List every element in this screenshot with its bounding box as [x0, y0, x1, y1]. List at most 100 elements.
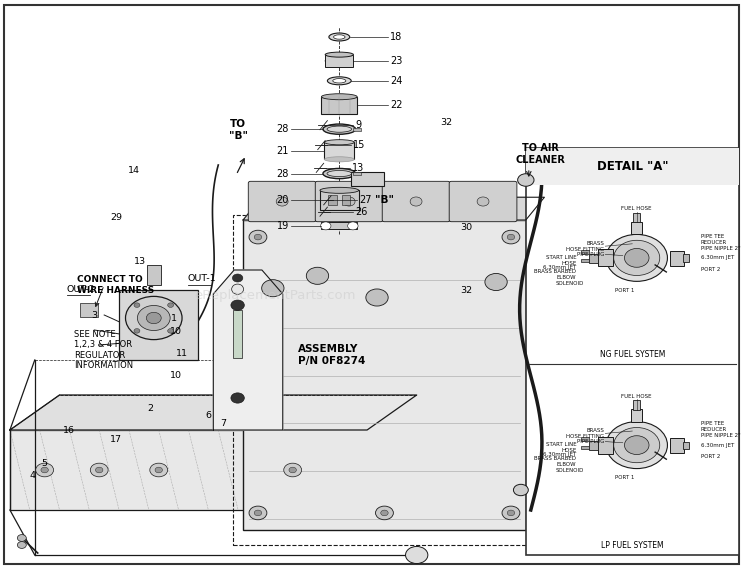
Bar	[342, 195, 350, 205]
Bar	[350, 172, 384, 186]
Bar	[526, 148, 740, 185]
Circle shape	[366, 289, 388, 306]
Circle shape	[606, 422, 668, 469]
Bar	[632, 409, 642, 422]
Text: PORT 2: PORT 2	[701, 454, 720, 459]
Text: 28: 28	[276, 168, 289, 179]
Bar	[328, 195, 337, 205]
Text: 30: 30	[460, 223, 472, 232]
Text: eReplacementParts.com: eReplacementParts.com	[194, 290, 356, 302]
Circle shape	[231, 300, 244, 310]
Circle shape	[231, 393, 244, 403]
Text: 10: 10	[170, 371, 182, 380]
Text: 32: 32	[460, 286, 472, 295]
Text: SOLENOID: SOLENOID	[555, 468, 584, 473]
Circle shape	[410, 197, 422, 206]
Text: 19: 19	[277, 221, 289, 231]
Text: 6.30mm JET: 6.30mm JET	[701, 255, 734, 261]
Circle shape	[502, 230, 520, 244]
Circle shape	[485, 274, 507, 291]
Circle shape	[507, 234, 515, 240]
Text: TO AIR
CLEANER: TO AIR CLEANER	[516, 143, 566, 165]
Circle shape	[502, 506, 520, 519]
Text: 24: 24	[390, 76, 402, 86]
Text: PIPE NIPPLE 2": PIPE NIPPLE 2"	[701, 246, 740, 251]
Text: 10: 10	[170, 327, 182, 336]
Bar	[590, 254, 598, 263]
Text: 22: 22	[390, 100, 403, 110]
Circle shape	[348, 222, 358, 230]
Bar	[353, 172, 361, 175]
Bar	[670, 250, 684, 266]
Polygon shape	[10, 395, 417, 430]
Bar	[147, 265, 160, 285]
Text: 14: 14	[128, 166, 140, 175]
Bar	[526, 148, 740, 555]
Bar	[80, 303, 98, 317]
Circle shape	[625, 436, 649, 455]
Text: BRASS BARBED
ELBOW: BRASS BARBED ELBOW	[534, 269, 576, 280]
Text: BRASS
HOSE FITTING: BRASS HOSE FITTING	[566, 428, 604, 439]
Bar	[325, 142, 354, 159]
Bar	[634, 213, 640, 222]
Circle shape	[614, 240, 660, 275]
Circle shape	[262, 280, 284, 297]
Circle shape	[518, 174, 534, 186]
Text: PIPE NIPPLE 2": PIPE NIPPLE 2"	[701, 433, 740, 438]
Circle shape	[306, 267, 328, 284]
Circle shape	[507, 510, 515, 516]
Text: ASSEMBLY
P/N 0F8274: ASSEMBLY P/N 0F8274	[298, 344, 365, 366]
Circle shape	[41, 467, 48, 473]
Text: PORT 2: PORT 2	[701, 267, 720, 272]
Bar	[581, 250, 590, 254]
Text: 23: 23	[390, 56, 402, 66]
Circle shape	[289, 467, 296, 473]
Bar	[598, 249, 613, 266]
Bar	[581, 259, 590, 262]
Bar	[10, 430, 367, 510]
Ellipse shape	[323, 168, 356, 179]
Circle shape	[514, 484, 528, 496]
Bar	[233, 215, 531, 545]
Circle shape	[146, 312, 161, 324]
Text: PORT 1: PORT 1	[615, 288, 634, 293]
Text: START LINE
HOSE: START LINE HOSE	[546, 255, 576, 266]
Polygon shape	[243, 197, 544, 220]
Circle shape	[168, 303, 173, 307]
Bar	[598, 436, 613, 453]
Circle shape	[36, 463, 53, 477]
Text: PIPE PLUG: PIPE PLUG	[577, 439, 604, 444]
Ellipse shape	[327, 171, 352, 176]
Ellipse shape	[232, 284, 244, 294]
Circle shape	[406, 546, 427, 563]
Text: 13: 13	[134, 257, 146, 266]
Text: 18: 18	[390, 32, 402, 42]
Circle shape	[344, 197, 355, 206]
Circle shape	[95, 467, 103, 473]
Text: 6.30mm JET: 6.30mm JET	[701, 443, 734, 448]
Bar	[670, 438, 684, 453]
Bar	[353, 127, 361, 131]
Text: 6.30mm JET: 6.30mm JET	[543, 452, 576, 457]
Text: SEE NOTE
1,2,3 & 4 FOR
REGULATOR
INFORMATION: SEE NOTE 1,2,3 & 4 FOR REGULATOR INFORMA…	[74, 330, 134, 370]
Text: 20: 20	[276, 195, 289, 205]
Ellipse shape	[325, 157, 354, 162]
FancyBboxPatch shape	[382, 182, 450, 222]
Ellipse shape	[322, 94, 357, 100]
Bar	[634, 401, 640, 410]
Text: "B": "B"	[375, 195, 394, 205]
Ellipse shape	[326, 52, 353, 57]
Text: TO
"B": TO "B"	[229, 119, 248, 141]
Bar	[326, 55, 353, 67]
Text: BRASS BARBED
ELBOW: BRASS BARBED ELBOW	[534, 456, 576, 467]
Text: 9: 9	[356, 120, 362, 130]
Circle shape	[232, 274, 243, 282]
Bar	[119, 290, 199, 360]
Text: 16: 16	[63, 426, 75, 435]
Polygon shape	[213, 270, 283, 430]
FancyBboxPatch shape	[248, 182, 316, 222]
FancyBboxPatch shape	[315, 182, 383, 222]
Circle shape	[254, 234, 262, 240]
Circle shape	[168, 329, 173, 333]
Ellipse shape	[328, 77, 351, 85]
